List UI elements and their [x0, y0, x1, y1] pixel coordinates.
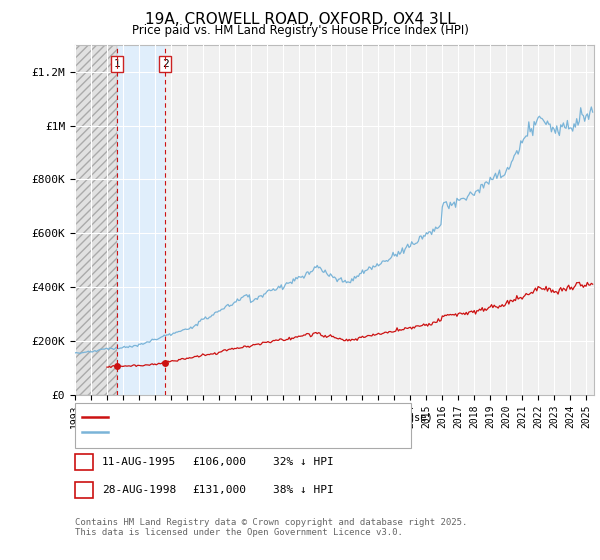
Text: 19A, CROWELL ROAD, OXFORD, OX4 3LL: 19A, CROWELL ROAD, OXFORD, OX4 3LL [145, 12, 455, 27]
Bar [75, 45, 117, 395]
Text: 19A, CROWELL ROAD, OXFORD, OX4 3LL (detached house): 19A, CROWELL ROAD, OXFORD, OX4 3LL (deta… [114, 412, 433, 422]
Text: 32% ↓ HPI: 32% ↓ HPI [273, 457, 334, 467]
Bar [117, 45, 165, 395]
Text: £106,000: £106,000 [192, 457, 246, 467]
Text: 2: 2 [162, 59, 169, 69]
Text: HPI: Average price, detached house, Oxford: HPI: Average price, detached house, Oxfo… [114, 427, 377, 437]
Text: 38% ↓ HPI: 38% ↓ HPI [273, 485, 334, 495]
Text: 2: 2 [80, 485, 88, 495]
Text: 1: 1 [80, 457, 88, 467]
Bar [75, 45, 117, 395]
Text: £131,000: £131,000 [192, 485, 246, 495]
Text: 1: 1 [113, 59, 120, 69]
Text: 28-AUG-1998: 28-AUG-1998 [102, 485, 176, 495]
Text: Price paid vs. HM Land Registry's House Price Index (HPI): Price paid vs. HM Land Registry's House … [131, 24, 469, 36]
Text: Contains HM Land Registry data © Crown copyright and database right 2025.
This d: Contains HM Land Registry data © Crown c… [75, 518, 467, 538]
Text: 11-AUG-1995: 11-AUG-1995 [102, 457, 176, 467]
